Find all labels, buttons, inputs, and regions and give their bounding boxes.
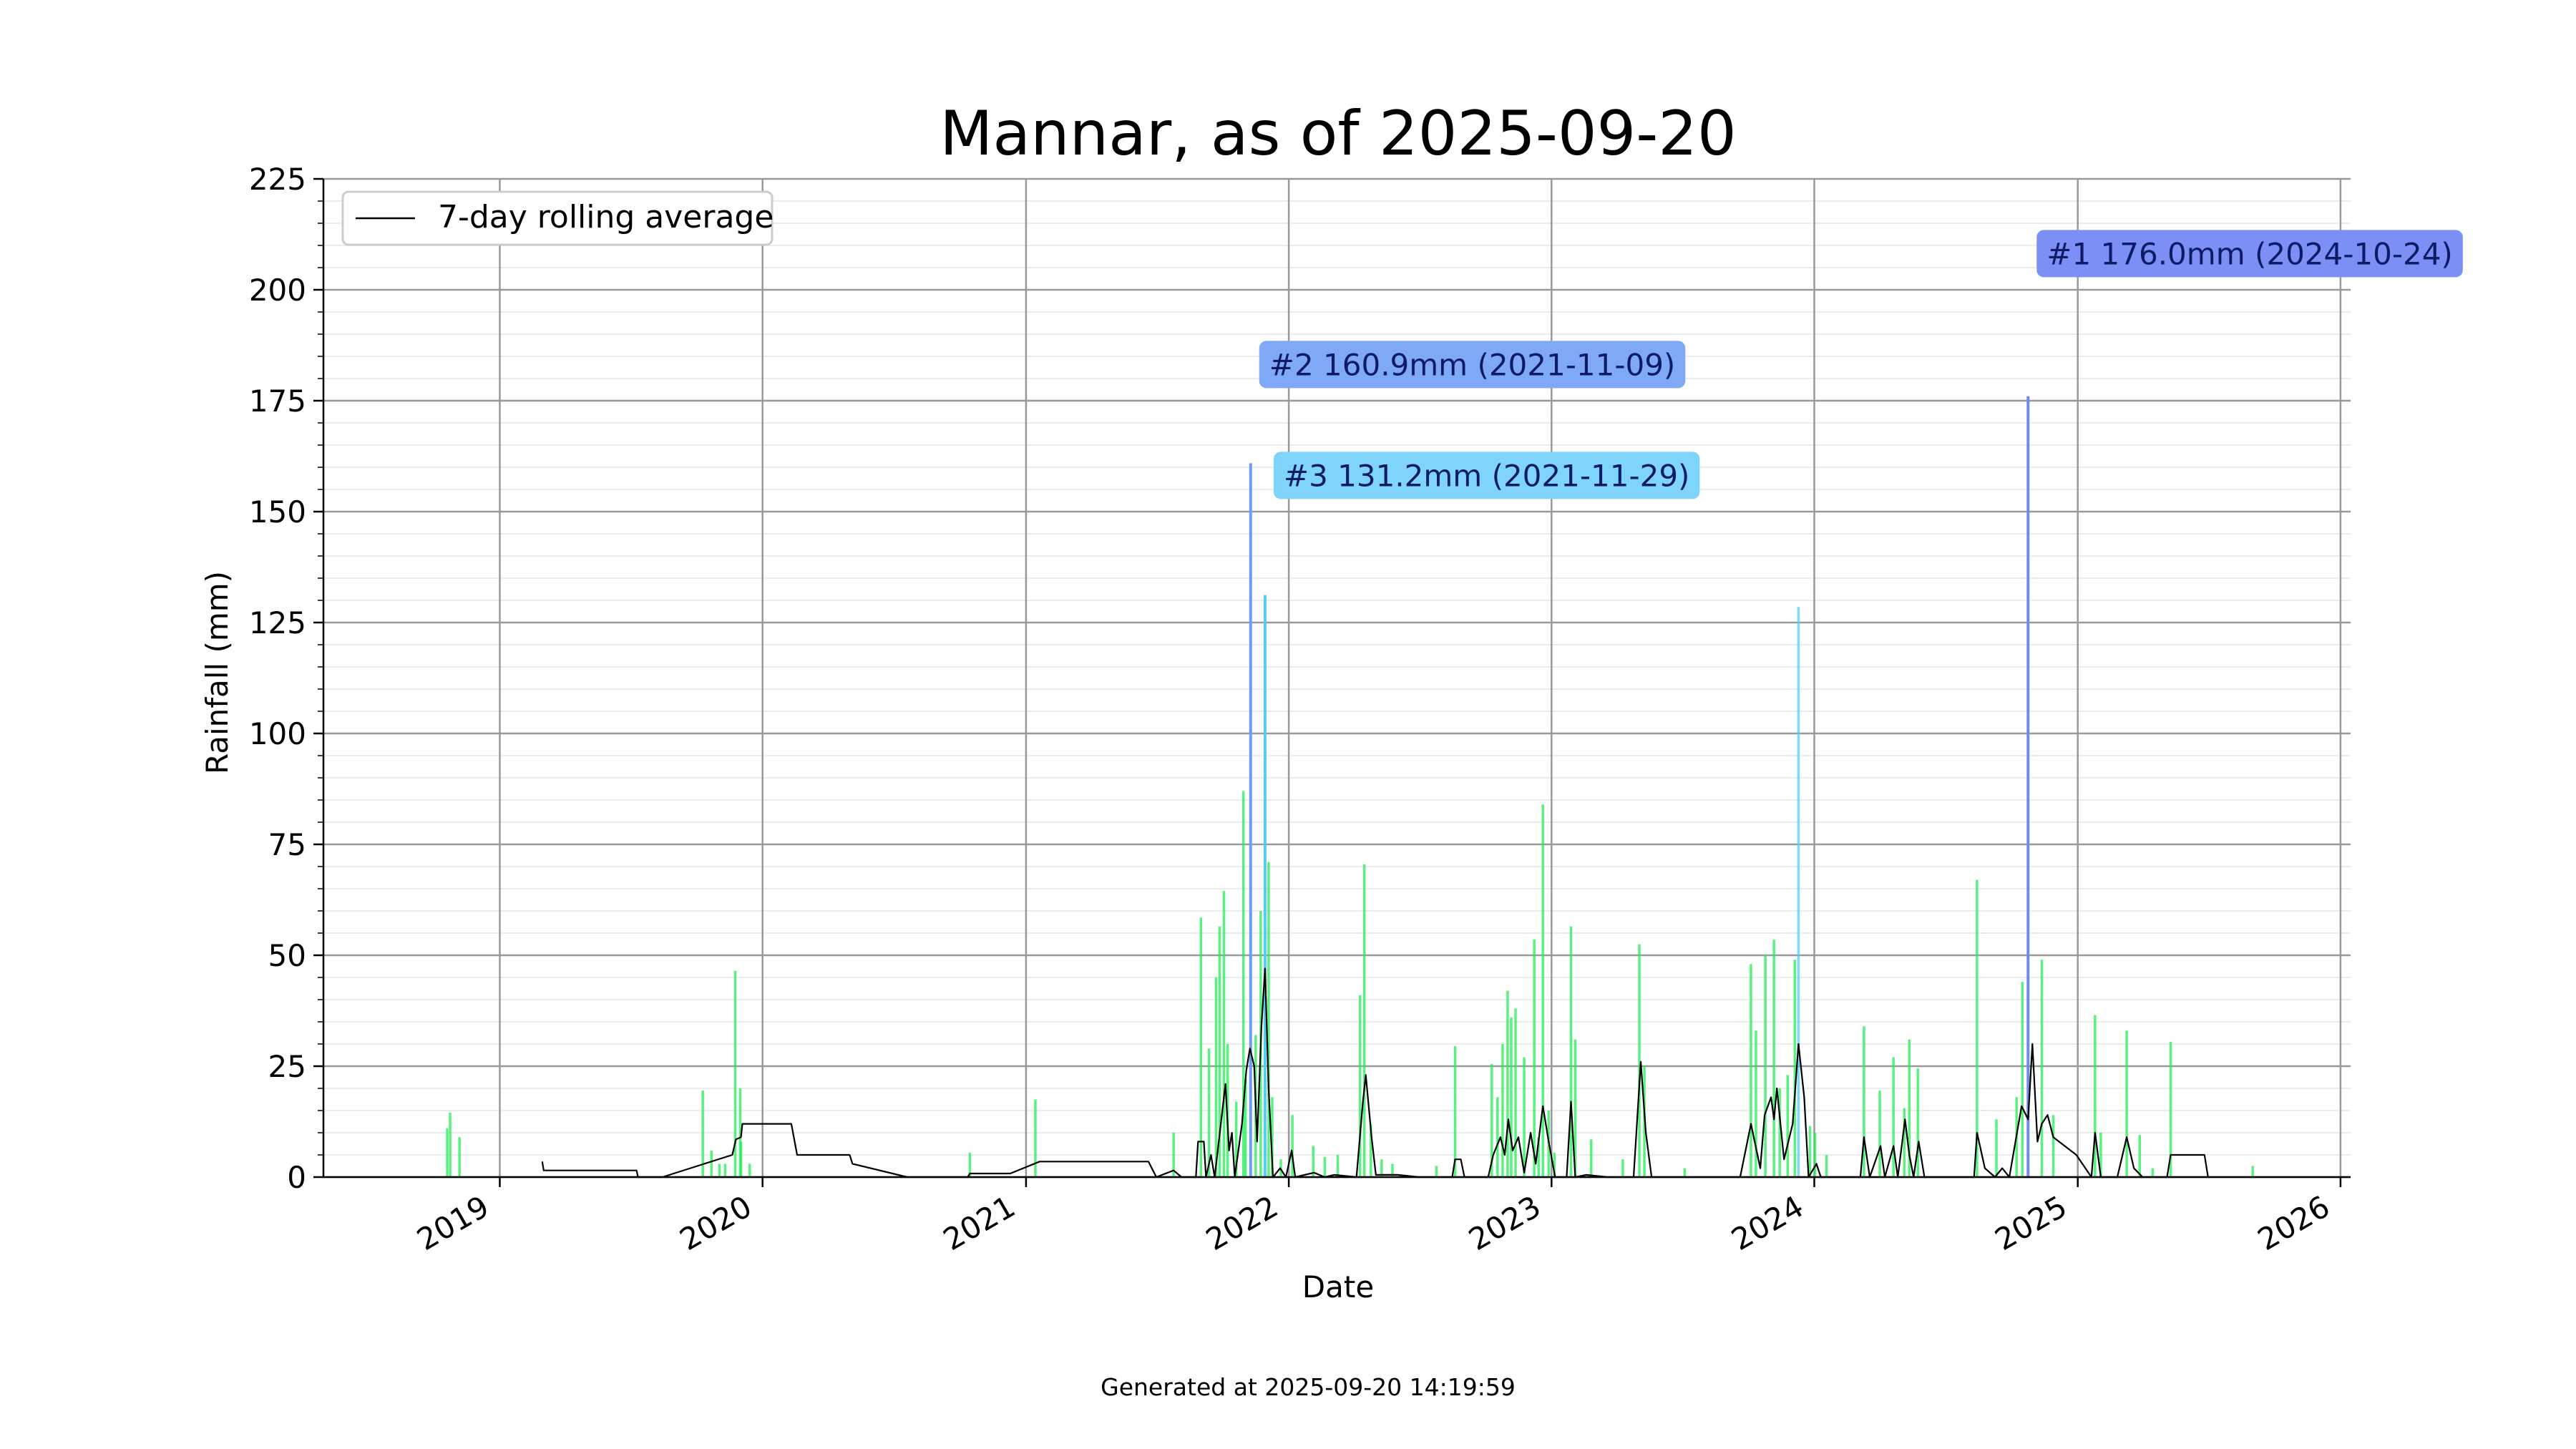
legend-entry-rolling-average: 7-day rolling average [438,199,774,235]
y-tick-label: 25 [268,1049,306,1084]
top-rainfall-annotations: #1 176.0mm (2024-10-24) #2 160.9mm (2021-… [1259,230,2463,499]
y-tick-label: 100 [249,716,306,751]
y-tick-label: 225 [249,162,306,197]
annotation-box [1259,341,1686,389]
annotation-box [2036,230,2463,278]
y-tick-label: 200 [249,273,306,308]
y-tick-label: 0 [287,1160,306,1195]
y-tick-label: 50 [268,938,306,973]
generated-at-footer: Generated at 2025-09-20 14:19:59 [1101,1373,1516,1401]
y-tick-label: 125 [249,605,306,640]
y-tick-label: 175 [249,384,306,419]
axes [322,179,2351,1179]
annotation-label: #3 131.2mm (2021-11-29) [1284,458,1690,493]
annotation-label: #2 160.9mm (2021-11-09) [1269,347,1676,382]
y-axis-ticks: 0 25 50 75 100 125 150 175 200 225 [249,162,323,1195]
chart-title: Mannar, as of 2025-09-20 [940,98,1737,170]
annotation-rank-1: #1 176.0mm (2024-10-24) [2036,230,2463,278]
y-tick-label: 75 [268,827,306,862]
annotation-rank-3: #3 131.2mm (2021-11-29) [1273,452,1700,499]
annotation-label: #1 176.0mm (2024-10-24) [2046,236,2453,271]
y-tick-label: 150 [249,494,306,530]
legend: 7-day rolling average [341,190,774,246]
annotation-box [1273,452,1700,499]
legend-box [341,190,774,246]
x-axis-label: Date [1302,1269,1374,1304]
annotation-rank-2: #2 160.9mm (2021-11-09) [1259,341,1686,389]
y-axis-label: Rainfall (mm) [200,571,235,774]
